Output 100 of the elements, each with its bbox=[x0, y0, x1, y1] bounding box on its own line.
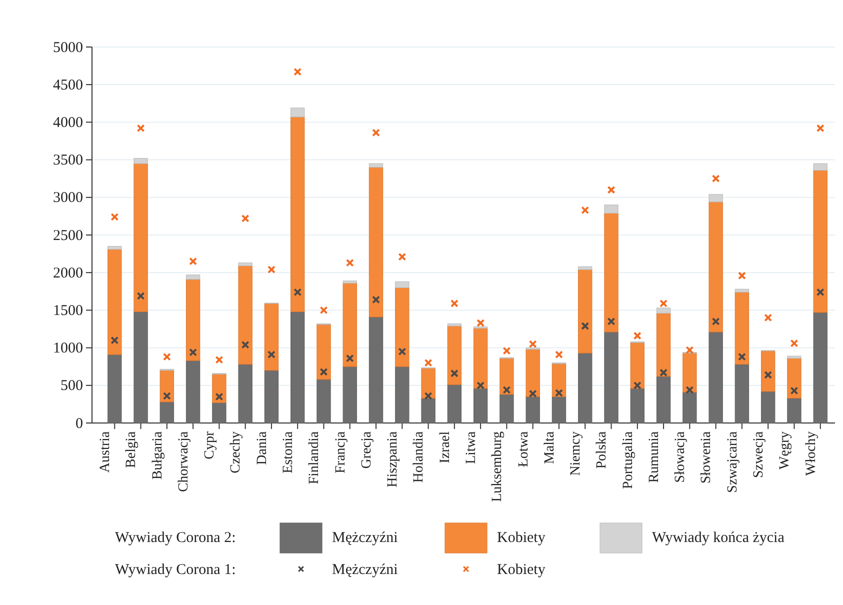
x-tick-label: Luksemburg bbox=[490, 431, 506, 502]
x-tick-label: Węgry bbox=[778, 431, 793, 470]
point bbox=[110, 212, 119, 221]
point bbox=[528, 390, 537, 398]
bar bbox=[421, 398, 436, 424]
legend-label: Kobiety bbox=[497, 530, 546, 546]
point bbox=[712, 174, 720, 183]
y-tick-label: 3000 bbox=[53, 190, 83, 206]
point bbox=[581, 206, 590, 214]
point bbox=[294, 288, 302, 296]
point bbox=[816, 124, 824, 132]
bar bbox=[186, 360, 200, 424]
y-tick-label: 5000 bbox=[53, 40, 83, 56]
point bbox=[215, 356, 224, 364]
point bbox=[476, 318, 485, 327]
bar bbox=[500, 394, 514, 424]
bar bbox=[500, 358, 514, 395]
point bbox=[738, 272, 746, 280]
x-tick-label: Finlandia bbox=[307, 430, 322, 484]
bar bbox=[134, 163, 148, 312]
x-tick-label: Grecja bbox=[359, 430, 374, 469]
point bbox=[686, 386, 694, 394]
bar bbox=[604, 204, 618, 214]
point bbox=[581, 322, 590, 330]
bar bbox=[264, 370, 279, 424]
bar bbox=[134, 158, 148, 164]
x-tick-label: Czechy bbox=[228, 431, 244, 474]
point bbox=[554, 350, 563, 359]
bar bbox=[108, 246, 122, 250]
point bbox=[346, 258, 354, 267]
point bbox=[136, 124, 145, 132]
text: Wywiady Corona 1: bbox=[115, 562, 236, 578]
bar bbox=[734, 292, 750, 365]
bar bbox=[290, 116, 305, 312]
bar bbox=[708, 332, 723, 424]
point bbox=[424, 358, 432, 367]
bar bbox=[526, 396, 540, 424]
bar bbox=[708, 194, 723, 202]
bar bbox=[186, 274, 200, 280]
bar bbox=[212, 374, 226, 403]
y-tick-label: 1500 bbox=[53, 303, 83, 319]
bar bbox=[682, 392, 697, 424]
x-tick-label: Belgia bbox=[124, 430, 140, 468]
x-tick-label: Austria bbox=[98, 430, 114, 473]
bar bbox=[708, 202, 723, 332]
point bbox=[346, 354, 354, 362]
point bbox=[267, 350, 276, 359]
bar bbox=[238, 364, 252, 424]
x-tick-label: Włochy bbox=[804, 431, 819, 476]
point bbox=[607, 186, 616, 194]
bar bbox=[552, 396, 566, 424]
bar bbox=[290, 311, 305, 424]
x-tick-label: Słowenia bbox=[699, 430, 714, 484]
bar bbox=[316, 379, 331, 424]
x-tick-label: Rumunia bbox=[646, 430, 662, 483]
x-tick-label: Estonia bbox=[281, 430, 296, 474]
bar bbox=[447, 323, 462, 326]
bar bbox=[734, 288, 750, 292]
bar bbox=[473, 388, 488, 424]
bar bbox=[368, 167, 384, 318]
bar bbox=[368, 163, 384, 168]
bar bbox=[160, 370, 174, 402]
point bbox=[502, 386, 511, 394]
bar bbox=[447, 326, 462, 385]
bar bbox=[604, 332, 618, 424]
y-tick-label: 4500 bbox=[53, 77, 83, 94]
bar bbox=[160, 402, 174, 424]
bar bbox=[395, 287, 410, 367]
x-tick-label: Niemcy bbox=[568, 431, 584, 476]
point bbox=[712, 317, 720, 326]
point bbox=[633, 381, 642, 390]
bar bbox=[813, 312, 828, 424]
y-tick-label: 1000 bbox=[53, 340, 83, 357]
point bbox=[816, 288, 824, 296]
bar bbox=[630, 388, 644, 424]
bar bbox=[682, 352, 697, 392]
bar bbox=[290, 108, 305, 118]
bar bbox=[656, 308, 671, 314]
point bbox=[528, 340, 537, 348]
point bbox=[189, 257, 198, 266]
bar bbox=[238, 266, 252, 365]
point bbox=[189, 348, 198, 356]
point bbox=[372, 128, 380, 137]
point bbox=[476, 381, 485, 390]
x-tick-label: Szwajcaria bbox=[725, 430, 740, 493]
legend-label: Mężczyźni bbox=[332, 562, 398, 578]
legend-label: Mężczyźni bbox=[332, 530, 398, 546]
x-tick-label: Polska bbox=[594, 430, 610, 469]
point bbox=[764, 370, 772, 379]
point bbox=[136, 292, 145, 300]
point bbox=[320, 306, 328, 314]
point bbox=[162, 392, 171, 400]
bar bbox=[813, 170, 828, 313]
point bbox=[450, 299, 458, 308]
point bbox=[660, 299, 668, 308]
x-tick-label: Dania bbox=[254, 430, 270, 465]
bar bbox=[578, 266, 592, 270]
bar bbox=[108, 354, 122, 424]
bar bbox=[787, 358, 802, 398]
bar bbox=[395, 366, 410, 424]
